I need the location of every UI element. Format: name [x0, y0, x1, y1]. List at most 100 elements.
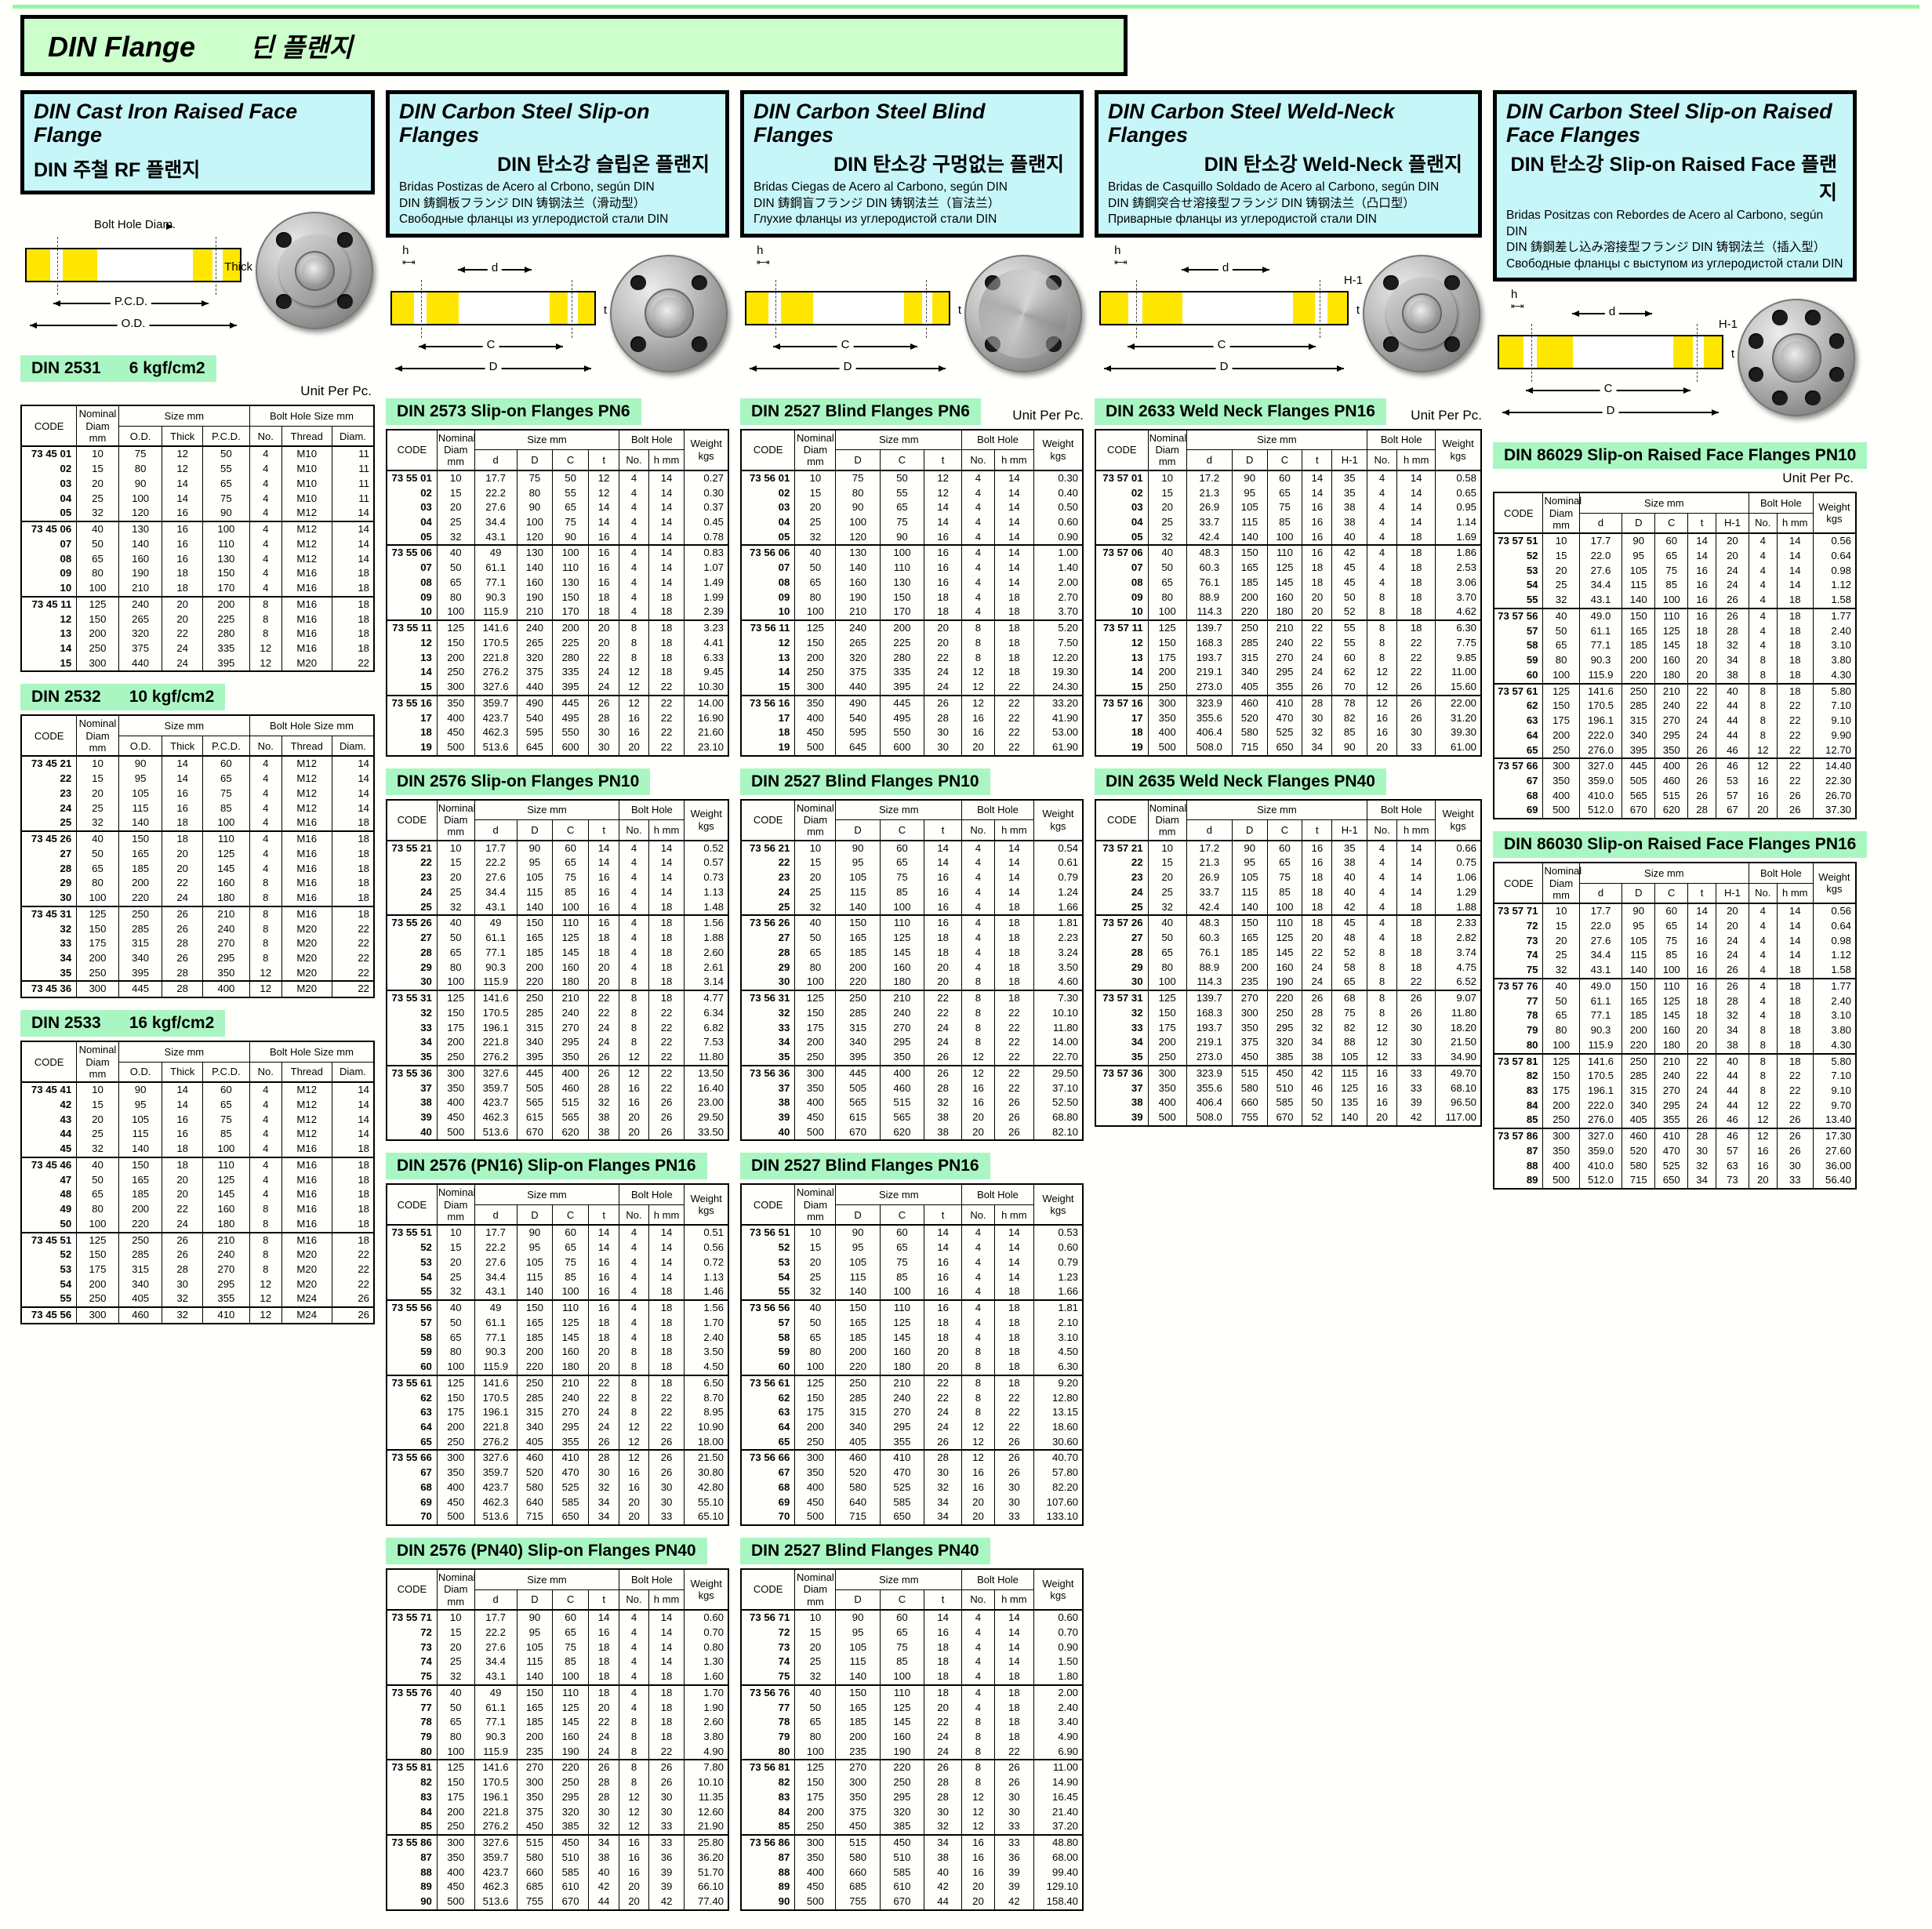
table-cell: 180	[202, 1216, 250, 1233]
table-cell: 08	[20, 551, 78, 567]
table-cell: 12	[961, 1789, 995, 1805]
table-cell: 460	[552, 1081, 589, 1096]
table-cell: 64	[740, 1419, 796, 1435]
table-body: 73 55 01 10 17.7 75 50 12 4 14 0.27 02 15 22.2 80 55 1…	[386, 469, 729, 756]
table-cell: 95	[516, 856, 554, 871]
table-row: 73 57 36 300 323.9 515 450 42 115 16 33 49.70	[1095, 1064, 1482, 1081]
column-subheader: h mm	[1776, 512, 1814, 534]
table-cell: 90.3	[1578, 1023, 1623, 1038]
table-cell: 715	[835, 1509, 881, 1526]
table-cell: 18	[993, 1360, 1034, 1375]
table-cell: 350	[794, 1850, 837, 1865]
table-cell: 105	[835, 1255, 881, 1270]
table-cell: 150	[835, 1684, 881, 1701]
table-cell: 0.65	[1435, 485, 1482, 501]
table-cell: 5.80	[1812, 682, 1857, 699]
table-cell: 115	[835, 1270, 881, 1285]
dimension-schematic: hdtCD	[387, 242, 607, 385]
table-cell: 350	[1542, 1143, 1580, 1159]
table-cell: 30	[993, 1804, 1034, 1820]
table-cell: 240	[1654, 699, 1689, 714]
column-subheader: D	[516, 819, 554, 841]
table-cell: M16	[281, 627, 332, 641]
column-subheader: d	[474, 449, 518, 471]
table-cell: 285	[835, 1005, 881, 1021]
table-section: DIN 86029 Slip-on Raised Face Flanges PN…	[1493, 442, 1868, 820]
table-cell: 115	[118, 1127, 163, 1143]
table-cell: 14	[740, 665, 796, 681]
table-cell: 80	[516, 485, 554, 501]
table-cell: 100	[436, 1744, 475, 1760]
table-row: 42 15 95 14 65 4 M12 14	[20, 1097, 375, 1113]
table-cell: 8	[961, 1345, 995, 1360]
table-cell: M20	[281, 965, 332, 982]
table-cell: 16	[961, 725, 995, 741]
table-cell: 8.70	[684, 1390, 729, 1406]
table-cell: 26	[331, 1306, 375, 1324]
table-cell: 80	[794, 1345, 837, 1360]
table-cell: 32	[924, 1480, 963, 1495]
table-cell: 55	[386, 1284, 438, 1301]
table-row: 73 55 76 40 49 150 110 18 4 18 1.70	[386, 1684, 729, 1701]
table-cell: 16	[1748, 1158, 1778, 1174]
table-cell: 445	[118, 980, 163, 998]
table-cell: 1.58	[1812, 963, 1857, 979]
table-cell: 110	[1266, 914, 1303, 932]
table-row: 12 150 265 225 20 8 18 7.50	[740, 635, 1084, 651]
table-cell: 450	[1266, 1064, 1303, 1081]
table-cell: 4	[961, 515, 995, 530]
table-row: 73 45 41 10 90 14 60 4 M12 14	[20, 1081, 375, 1098]
table-cell: 32	[1542, 593, 1580, 608]
table-cell: 9.20	[1033, 1374, 1084, 1391]
table-row: 85 250 450 385 32 12 33 37.20	[740, 1819, 1084, 1836]
table-cell: 185	[118, 1187, 163, 1203]
table-cell: 4	[249, 1097, 282, 1113]
table-cell: 450	[1231, 1050, 1268, 1066]
table-cell: 500	[436, 1509, 475, 1526]
table-cell: 580	[516, 1480, 554, 1495]
table-cell: 26	[924, 1064, 963, 1081]
table-row: 53 20 27.6 105 75 16 4 14 0.72	[386, 1255, 729, 1270]
table-cell: 22	[331, 965, 375, 982]
table-cell: 8	[1748, 1084, 1778, 1099]
table-cell: 54	[740, 1270, 796, 1285]
section-segment	[63, 249, 97, 282]
table-cell: 0.45	[684, 515, 729, 530]
table-cell: 8	[249, 627, 282, 641]
table-row: 75 32 43.1 140 100 18 4 18 1.60	[386, 1669, 729, 1685]
table-cell: 160	[879, 1729, 925, 1745]
table-cell: 100	[879, 899, 925, 916]
table-cell: 22	[1396, 975, 1436, 991]
table-cell: 150	[879, 590, 925, 605]
table-cell: 14	[993, 469, 1034, 486]
table-cell: 75	[1654, 933, 1689, 949]
table-cell: 16	[162, 551, 203, 567]
table-cell: 26	[1715, 607, 1749, 624]
table-cell: 35	[1331, 839, 1368, 856]
table-cell: 110	[879, 914, 925, 932]
table-cell: 18	[993, 990, 1034, 1006]
table-cell: 75	[879, 1640, 925, 1655]
table-cell: M12	[281, 1112, 332, 1128]
table-cell: 22	[587, 1390, 620, 1406]
column-subheader: P.C.D.	[202, 425, 250, 447]
column-header: Size mm	[835, 799, 963, 821]
table-cell: 60	[552, 839, 589, 856]
table-cell: 210	[552, 1374, 589, 1391]
table-cell: 4	[961, 1655, 995, 1670]
table-cell: 16	[961, 1081, 995, 1096]
table-cell: 80	[76, 566, 119, 582]
column-header: Weight kgs	[1033, 799, 1084, 841]
table-cell: 25	[1542, 948, 1580, 964]
table-cell: 26	[1396, 680, 1436, 696]
table-cell: 175	[76, 936, 119, 951]
table-cell: 25	[76, 491, 119, 507]
table-cell: 75	[879, 1255, 925, 1270]
table-cell: 47	[20, 1172, 78, 1188]
dimension-label: C	[1600, 382, 1617, 396]
table-cell: 115	[1622, 578, 1656, 594]
table-cell: 9.70	[1812, 1098, 1857, 1113]
table-cell: 270	[1231, 990, 1268, 1006]
table-row: 10 100 210 170 18 4 18 3.70	[740, 605, 1084, 621]
